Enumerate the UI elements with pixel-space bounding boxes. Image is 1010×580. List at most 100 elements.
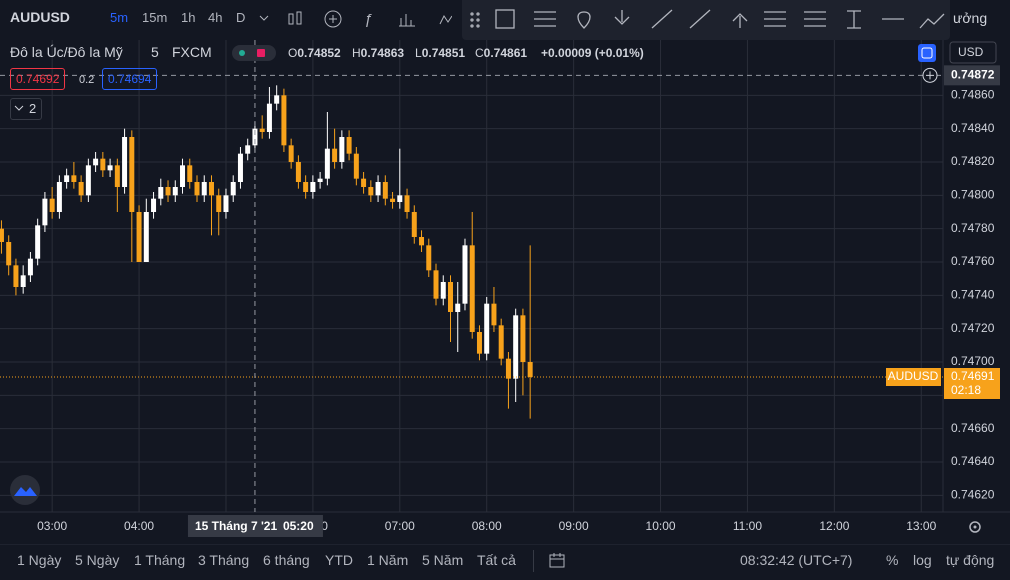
chevron-icon[interactable] bbox=[259, 15, 269, 21]
candle-body bbox=[259, 128, 265, 132]
trend-line-tool[interactable] bbox=[651, 9, 673, 29]
interval-button[interactable]: 15m bbox=[142, 10, 168, 25]
range-button[interactable]: 1 Ngày bbox=[17, 552, 62, 568]
ohlc-key: C bbox=[475, 46, 484, 60]
last-price-box bbox=[944, 368, 1000, 399]
currency-button[interactable]: USD bbox=[949, 41, 997, 64]
candle-body bbox=[404, 195, 410, 212]
candle-body bbox=[303, 182, 309, 192]
scale-option[interactable]: tự động bbox=[946, 552, 995, 568]
date-range-icon[interactable] bbox=[548, 552, 566, 570]
candle-body bbox=[295, 162, 301, 182]
scale-option[interactable]: log bbox=[913, 552, 932, 568]
drag-handle[interactable] bbox=[470, 12, 480, 28]
candle-body bbox=[49, 198, 55, 212]
spread: 0.2 bbox=[79, 74, 95, 86]
chart: USD 0.746200.746400.746600.746800.747000… bbox=[0, 40, 1010, 545]
range-button[interactable]: 3 Tháng bbox=[198, 552, 250, 568]
settings-icon[interactable] bbox=[969, 521, 981, 533]
candle-body bbox=[433, 270, 439, 299]
ohlc-value: 0.74852 bbox=[297, 46, 341, 60]
symbol[interactable]: AUDUSD bbox=[10, 9, 70, 25]
range-button[interactable]: 1 Năm bbox=[367, 552, 409, 568]
candle-body bbox=[332, 148, 338, 162]
y-tick-label: 0.74760 bbox=[951, 254, 995, 268]
ohlc-key: O bbox=[288, 46, 298, 60]
y-tick-label: 0.74640 bbox=[951, 454, 995, 468]
range-button[interactable]: YTD bbox=[325, 552, 353, 568]
range-button[interactable]: 1 Tháng bbox=[134, 552, 186, 568]
candle-body bbox=[216, 195, 222, 212]
interval-button[interactable]: 1h bbox=[181, 10, 196, 25]
ohlc-key: L bbox=[415, 46, 422, 60]
parallel-tool[interactable] bbox=[764, 11, 786, 27]
candle-body bbox=[390, 198, 396, 202]
range-button[interactable]: 5 Năm bbox=[422, 552, 464, 568]
candle-body bbox=[114, 165, 120, 187]
fx-icon[interactable]: ƒ bbox=[364, 11, 372, 28]
channel-tool[interactable] bbox=[804, 11, 826, 27]
crosshair-time: 05:20 bbox=[283, 519, 314, 533]
y-tick-label: 0.74820 bbox=[951, 154, 995, 168]
candle-body bbox=[194, 182, 200, 196]
drawing-toolbar bbox=[462, 0, 950, 40]
ohlc-item: C0.74861 bbox=[475, 46, 527, 60]
ohlc-key: H bbox=[352, 46, 361, 60]
drawing-icons bbox=[470, 9, 945, 29]
range-button[interactable]: Tất cả bbox=[477, 552, 516, 568]
candle-body bbox=[447, 282, 453, 312]
interval-button[interactable]: 5m bbox=[110, 10, 129, 25]
pin-tool[interactable] bbox=[577, 11, 591, 29]
path-tool[interactable] bbox=[919, 13, 945, 29]
interval-button[interactable]: 4h bbox=[208, 10, 223, 25]
arrow-up-tool[interactable] bbox=[732, 13, 748, 28]
arrow-down-tool[interactable] bbox=[614, 10, 630, 25]
ask-price[interactable]: 0.74694 bbox=[102, 68, 158, 90]
logo[interactable] bbox=[10, 475, 40, 505]
candle-body bbox=[27, 258, 33, 276]
rectangle-tool[interactable] bbox=[495, 9, 515, 29]
indicator-add-icon[interactable] bbox=[324, 10, 342, 28]
range-button[interactable]: 6 tháng bbox=[263, 552, 310, 568]
candle-body bbox=[440, 282, 446, 299]
y-tick-label: 0.74720 bbox=[951, 321, 995, 335]
y-tick-label: 0.74700 bbox=[951, 354, 995, 368]
status-indicator[interactable] bbox=[232, 45, 276, 61]
x-tick-label: 12:00 bbox=[819, 519, 849, 533]
candle-body bbox=[93, 158, 99, 166]
x-tick-label: 03:00 bbox=[37, 519, 67, 533]
x-tick-label: 08:00 bbox=[472, 519, 502, 533]
ohlc-value: 0.74863 bbox=[360, 46, 405, 60]
candle-body bbox=[107, 165, 113, 171]
toolbar-icons: ƒ bbox=[259, 10, 452, 28]
candle-body bbox=[223, 195, 229, 212]
indicators-toggle[interactable]: 2 bbox=[10, 98, 42, 120]
auto-scale-button[interactable] bbox=[918, 44, 936, 62]
interval-button[interactable]: D bbox=[236, 10, 246, 25]
candle-body bbox=[469, 245, 475, 332]
crosshair-price: 0.74872 bbox=[951, 68, 995, 82]
ohlc-item: H0.74863 bbox=[352, 46, 404, 60]
cut-button-label[interactable]: ưởng bbox=[953, 10, 988, 26]
y-tick-label: 0.74620 bbox=[951, 488, 995, 502]
candle-body bbox=[13, 265, 19, 287]
candle-body bbox=[129, 137, 135, 212]
price-range-tool[interactable] bbox=[847, 10, 861, 29]
candle-body bbox=[505, 358, 511, 379]
range-button[interactable]: 5 Ngày bbox=[75, 552, 120, 568]
ray-tool[interactable] bbox=[689, 9, 711, 29]
crosshair-add-button[interactable] bbox=[922, 67, 938, 83]
compare-icon[interactable] bbox=[399, 14, 415, 27]
scale-option[interactable]: % bbox=[886, 552, 899, 568]
bid-price[interactable]: 0.74692 bbox=[10, 68, 66, 90]
replay-icon[interactable] bbox=[439, 15, 452, 25]
candle-body bbox=[201, 182, 207, 196]
ohlc-value: 0.74861 bbox=[483, 46, 528, 60]
crosshair-date: 15 Tháng 7 '21 bbox=[195, 519, 278, 533]
plus-sign bbox=[926, 71, 934, 80]
fib-tool[interactable] bbox=[534, 11, 556, 27]
candles-icon[interactable] bbox=[288, 11, 302, 25]
candle-body bbox=[187, 165, 193, 182]
y-tick-label: 0.74660 bbox=[951, 421, 995, 435]
